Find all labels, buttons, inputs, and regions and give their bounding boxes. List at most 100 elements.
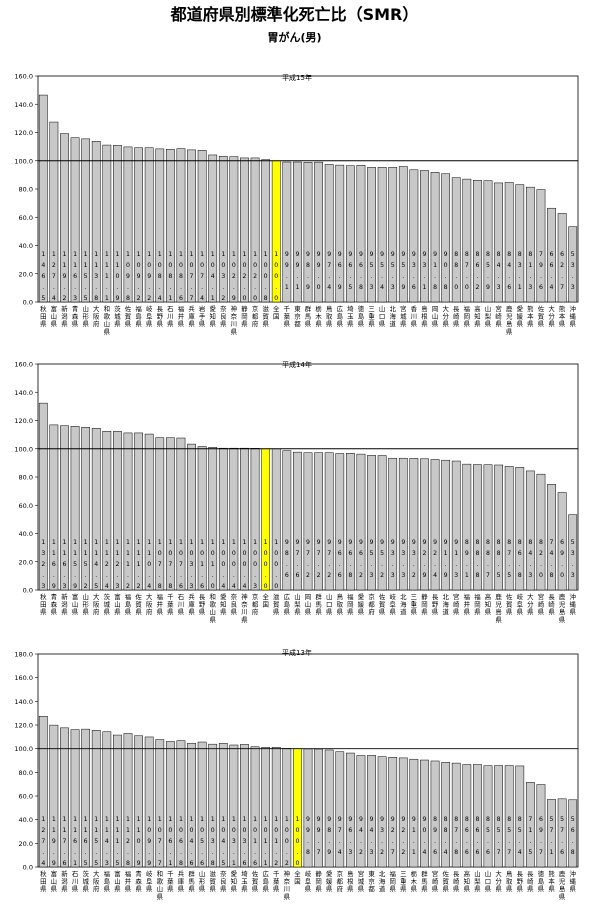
x-tick-label: 石川県 [72,870,79,893]
x-tick-label: 群馬県 [315,592,322,616]
x-tick-label: 島根県 [347,869,354,893]
bar [398,757,408,868]
x-tick-label: 山形県 [82,304,89,328]
x-tick-label: 徳島県 [358,304,365,328]
x-tick-label: 大分県 [495,869,502,893]
y-tick-label: 160.0 [14,361,33,369]
x-tick-label: 福岡県 [474,592,481,616]
bar [303,162,313,303]
x-tick-label: 静岡県 [241,304,248,328]
bar [367,455,376,591]
chart-title: 平成15年 [282,73,312,82]
y-tick-label: 120.0 [14,129,33,137]
x-tick-label: 秋田県 [40,304,47,328]
x-tick-label: 岐阜県 [517,592,524,616]
bar [388,757,398,868]
x-tick-label: 愛知県 [220,592,227,616]
bar [441,459,451,591]
y-tick-label: 140.0 [14,389,33,397]
y-tick-label: 60.0 [19,793,33,801]
bar [240,744,249,868]
bar [324,749,334,868]
bar [483,464,493,591]
x-tick-label: 福岡県 [390,869,397,893]
bar [515,184,525,303]
y-tick-label: 40.0 [19,816,33,824]
x-tick-label: 佐賀県 [125,304,132,328]
x-tick-label: 愛媛県 [326,869,333,893]
x-tick-label: 香川県 [411,304,418,328]
x-tick-label: 山口県 [485,869,492,893]
x-tick-label: 大阪府 [93,592,100,616]
x-tick-label: 富山県 [114,592,121,616]
y-tick-label: 40.0 [19,530,33,538]
x-tick-label: 全国 [294,869,301,886]
x-tick-label: 宮崎県 [453,592,460,616]
bar [409,758,419,868]
x-tick-label: 長野県 [432,593,439,616]
x-tick-label: 鹿児島県 [506,304,513,336]
x-tick-label: 滋賀県 [262,304,269,328]
bar [547,484,556,591]
bar [420,759,429,868]
x-tick-label: 静岡県 [421,592,428,616]
y-tick-label: 20.0 [19,270,33,278]
bar [165,741,175,868]
y-tick-label: 0.0 [23,587,33,595]
bar [473,764,482,868]
bar [250,746,260,868]
x-tick-label: 滋賀県 [210,869,217,893]
y-tick-label: 160.0 [14,674,33,682]
x-tick-label: 青森県 [51,592,58,616]
bar [49,121,59,303]
x-tick-label: 京都府 [368,592,375,616]
bar [123,733,133,868]
bar [113,431,122,591]
y-tick-label: 160.0 [14,73,33,81]
x-tick-label: 京都府 [252,304,259,328]
y-tick-label: 20.0 [19,558,33,566]
bar [208,743,218,868]
bar [271,448,281,591]
x-tick-label: 高知県 [464,869,471,893]
x-tick-label: 群馬県 [305,304,312,328]
x-tick-label: 兵庫県 [188,592,195,616]
bar-national [261,448,271,591]
bar [367,755,376,868]
x-tick-label: 群馬県 [421,869,428,893]
bar [367,167,376,303]
bar [398,166,408,303]
x-tick-label: 佐賀県 [252,869,259,893]
bar [335,453,345,591]
bar [134,147,143,303]
bar [324,452,334,591]
bar [208,447,218,591]
x-tick-label: 宮崎県 [432,869,439,893]
x-tick-label: 宮崎県 [495,304,502,328]
x-tick-label: 三重県 [411,593,418,616]
